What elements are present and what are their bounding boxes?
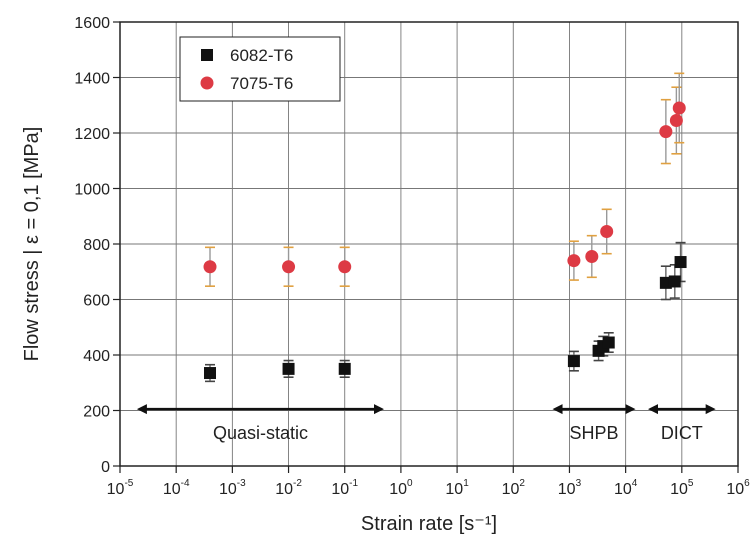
arrow-head-right — [705, 404, 716, 415]
error-bars — [205, 72, 686, 383]
y-tick-label: 1000 — [74, 182, 110, 199]
point-6082-t6 — [567, 355, 580, 368]
point-7075-t6 — [672, 101, 686, 115]
region-label: Quasi-static — [213, 423, 308, 443]
legend: 6082-T6 7075-T6 — [179, 36, 341, 102]
axis-ticks — [113, 21, 739, 473]
region-label: DICT — [661, 423, 703, 443]
y-tick-label: 1400 — [74, 71, 110, 88]
x-tick-label: 100 — [389, 478, 413, 498]
x-tick-label: 10-4 — [163, 478, 190, 498]
legend-box — [179, 36, 341, 102]
y-tick-labels: 0 200 400 600 800 1000 1200 1400 1600 — [74, 15, 110, 476]
point-7075-t6 — [567, 254, 581, 268]
point-7075-t6 — [669, 114, 683, 128]
y-tick-label: 1200 — [74, 126, 110, 143]
point-6082-t6 — [602, 336, 615, 349]
x-tick-label: 104 — [614, 478, 638, 498]
x-tick-label: 105 — [670, 478, 694, 498]
arrow-head-left — [552, 404, 563, 415]
point-6082-t6 — [338, 362, 351, 375]
arrow-head-right — [625, 404, 636, 415]
point-7075-t6 — [282, 260, 296, 274]
point-7075-t6 — [585, 249, 599, 263]
y-axis-title: Flow stress | ε = 0,1 [MPa] — [21, 127, 43, 362]
region-annotations: Quasi-static SHPB DICT — [136, 404, 716, 443]
y-tick-label: 800 — [83, 237, 110, 254]
x-tick-label: 10-5 — [107, 478, 134, 498]
arrow-head-left — [647, 404, 658, 415]
arrow-head-right — [373, 404, 384, 415]
point-7075-t6 — [600, 225, 614, 239]
point-7075-t6 — [338, 260, 352, 274]
y-tick-label: 0 — [101, 459, 110, 476]
x-axis-title: Strain rate [s⁻¹] — [361, 513, 497, 535]
x-tick-label: 102 — [502, 478, 526, 498]
point-7075-t6 — [659, 125, 673, 139]
legend-marker-6082-t6 — [201, 49, 213, 61]
point-7075-t6 — [203, 260, 217, 274]
x-tick-labels: 10-5 10-4 10-3 10-2 10-1 100 101 102 103 104 105 10… — [107, 478, 750, 498]
x-tick-label: 10-2 — [275, 478, 302, 498]
y-tick-label: 200 — [83, 404, 110, 421]
x-tick-label: 103 — [558, 478, 582, 498]
legend-label: 7075-T6 — [230, 74, 293, 93]
y-tick-label: 600 — [83, 293, 110, 310]
x-tick-label: 10-1 — [331, 478, 358, 498]
legend-label: 6082-T6 — [230, 46, 293, 65]
y-tick-label: 1600 — [74, 15, 110, 32]
point-6082-t6 — [668, 275, 681, 288]
point-6082-t6 — [204, 367, 217, 380]
x-tick-label: 10-3 — [219, 478, 246, 498]
legend-marker-7075-t6 — [200, 76, 214, 90]
y-tick-label: 400 — [83, 348, 110, 365]
point-6082-t6 — [282, 362, 295, 375]
data-markers — [203, 101, 687, 380]
point-6082-t6 — [674, 256, 687, 269]
gridlines — [120, 22, 738, 466]
x-tick-label: 106 — [726, 478, 750, 498]
x-tick-label: 101 — [445, 478, 469, 498]
region-label: SHPB — [570, 423, 619, 443]
arrow-head-left — [136, 404, 147, 415]
